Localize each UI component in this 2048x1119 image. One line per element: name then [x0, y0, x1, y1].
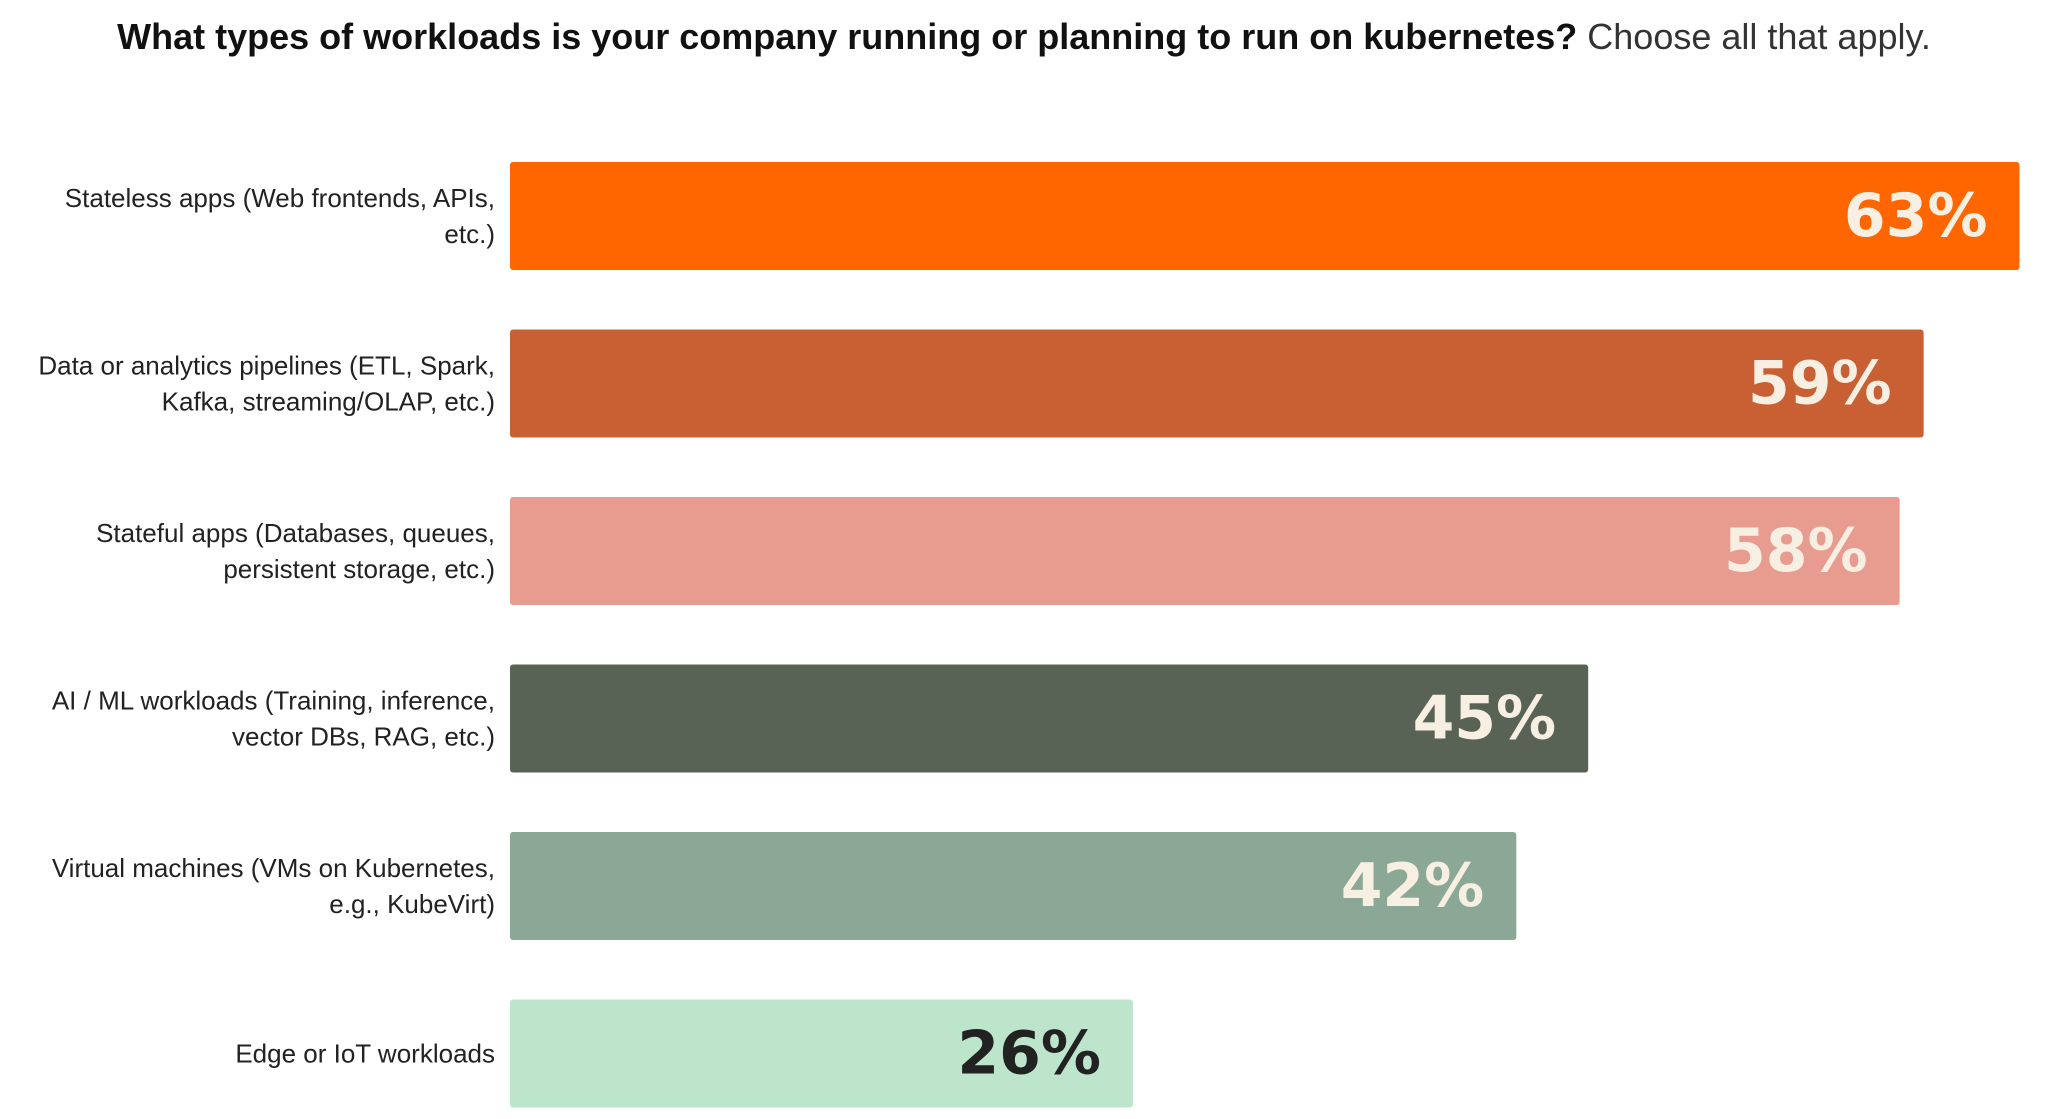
bar-1	[510, 162, 2020, 270]
bar-5	[510, 832, 1517, 940]
chart-title: What types of workloads is your company …	[0, 12, 2048, 62]
value-label-6: 26%	[957, 1019, 1101, 1089]
bar-6	[510, 999, 1133, 1108]
value-label-5: 42%	[1341, 851, 1485, 921]
category-label-5-line-1: Virtual machines (VMs on Kubernetes,	[52, 853, 495, 883]
category-label-4-line-2: vector DBs, RAG, etc.)	[232, 722, 495, 752]
category-label-1-line-2: etc.)	[444, 219, 495, 249]
value-label-3: 58%	[1724, 516, 1868, 586]
bar-4	[510, 664, 1589, 773]
category-label-3-line-2: persistent storage, etc.)	[223, 554, 495, 584]
category-label-2-line-1: Data or analytics pipelines (ETL, Spark,	[38, 351, 495, 381]
bar-2	[510, 329, 1924, 438]
category-label-5-line-2: e.g., KubeVirt)	[329, 889, 495, 919]
category-label-6-line-1: Edge or IoT workloads	[235, 1039, 495, 1069]
chart-title-question: What types of workloads is your company …	[117, 16, 1578, 57]
value-label-4: 45%	[1413, 684, 1557, 754]
category-label-2-line-2: Kafka, streaming/OLAP, etc.)	[162, 387, 495, 417]
category-label-3-line-1: Stateful apps (Databases, queues,	[96, 518, 495, 548]
category-label-4-line-1: AI / ML workloads (Training, inference,	[52, 686, 495, 716]
category-label-1-line-1: Stateless apps (Web frontends, APIs,	[65, 183, 495, 213]
bar-3	[510, 497, 1900, 605]
value-label-1: 63%	[1844, 181, 1988, 251]
chart-title-instruction: Choose all that apply.	[1587, 16, 1931, 57]
value-label-2: 59%	[1748, 349, 1892, 419]
